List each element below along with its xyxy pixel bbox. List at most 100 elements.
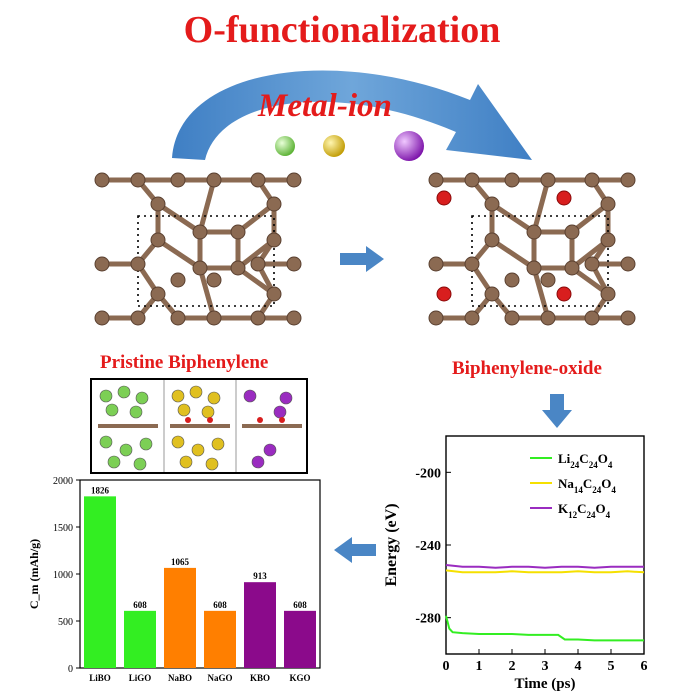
ion-atom bbox=[171, 435, 185, 449]
y-tick-label: 500 bbox=[58, 617, 73, 628]
bar bbox=[124, 610, 156, 668]
y-tick-label: -200 bbox=[415, 466, 441, 481]
arc-arrow-shape bbox=[172, 70, 532, 160]
carbon-atom bbox=[584, 256, 600, 272]
bar bbox=[84, 496, 116, 668]
ion-spheres bbox=[275, 131, 424, 161]
carbon-atom bbox=[286, 256, 302, 272]
y-tick-label: -240 bbox=[415, 539, 441, 554]
x-axis-label: Time (ps) bbox=[515, 676, 576, 692]
carbon-atom bbox=[130, 310, 146, 326]
y-tick-label: 2000 bbox=[53, 476, 73, 487]
carbon-atom bbox=[464, 310, 480, 326]
bar bbox=[284, 610, 316, 668]
y-tick-label: 0 bbox=[68, 664, 73, 675]
li-ion-sphere bbox=[275, 136, 295, 156]
carbon-atom bbox=[526, 260, 542, 276]
ion-atom bbox=[201, 405, 215, 419]
k-panel bbox=[235, 380, 302, 472]
plot-frame bbox=[445, 435, 645, 655]
series-line bbox=[445, 615, 644, 642]
x-tick-label: NaBO bbox=[168, 673, 192, 683]
carbon-atom bbox=[192, 260, 208, 276]
carbon-atom bbox=[540, 272, 556, 288]
carbon-atom bbox=[230, 260, 246, 276]
carbon-atom bbox=[428, 172, 444, 188]
pristine-biphenylene-structure bbox=[94, 172, 302, 326]
x-tick-label: KBO bbox=[250, 673, 270, 683]
y-axis-label: Energy (eV) bbox=[383, 503, 400, 586]
adsorption-inset bbox=[90, 378, 308, 474]
ion-atom bbox=[171, 389, 185, 403]
c-c-bond bbox=[197, 177, 217, 235]
na-ion-sphere bbox=[323, 135, 345, 157]
carbon-atom bbox=[266, 232, 282, 248]
carbon-atom bbox=[484, 232, 500, 248]
c-c-bond bbox=[235, 201, 277, 235]
y-tick-label: 1000 bbox=[53, 570, 73, 581]
ion-atom bbox=[129, 405, 143, 419]
ion-atom bbox=[135, 391, 149, 405]
carbon-atom bbox=[206, 272, 222, 288]
c-c-bond bbox=[489, 201, 537, 235]
ion-atom bbox=[117, 385, 131, 399]
bar-value-label: 1065 bbox=[171, 557, 190, 567]
c-c-bond bbox=[489, 237, 537, 271]
carbon-atom bbox=[484, 196, 500, 212]
x-tick-label: KGO bbox=[289, 673, 310, 683]
title: O-functionalization bbox=[183, 9, 501, 51]
carbon-atom bbox=[600, 232, 616, 248]
carbon-atom bbox=[504, 310, 520, 326]
bar-value-label: 608 bbox=[133, 600, 147, 610]
y-tick-label: 1500 bbox=[53, 523, 73, 534]
pristine-caption: Pristine Biphenylene bbox=[100, 352, 269, 373]
carbon-atom bbox=[540, 310, 556, 326]
x-tick-label: 0 bbox=[443, 659, 450, 674]
biphenylene-oxide-structure bbox=[428, 172, 636, 326]
y-axis-label: C_m (mAh/g) bbox=[27, 539, 41, 609]
carbon-atom bbox=[584, 172, 600, 188]
carbon-atom bbox=[192, 224, 208, 240]
carbon-atom bbox=[564, 260, 580, 276]
carbon-atom bbox=[94, 172, 110, 188]
carbon-atom bbox=[584, 310, 600, 326]
ion-atom bbox=[99, 389, 113, 403]
x-tick-label: 5 bbox=[608, 659, 615, 674]
oxygen-atom bbox=[556, 190, 572, 206]
x-tick-label: 3 bbox=[542, 659, 549, 674]
li-panel bbox=[98, 385, 158, 471]
ion-atom bbox=[179, 455, 193, 469]
c-c-bond bbox=[155, 237, 203, 271]
c-c-bond bbox=[155, 201, 203, 235]
carbon-atom bbox=[620, 310, 636, 326]
carbon-atom bbox=[130, 172, 146, 188]
carbon-atom bbox=[464, 256, 480, 272]
carbon-atom bbox=[206, 172, 222, 188]
oxygen-atom bbox=[185, 417, 191, 423]
legend-entry: Li24C24O4 bbox=[558, 451, 613, 470]
ion-atom bbox=[191, 443, 205, 457]
unit-cell-outline bbox=[471, 215, 609, 307]
bar-value-label: 1826 bbox=[91, 485, 110, 495]
ion-atom bbox=[139, 437, 153, 451]
carbon-atom bbox=[250, 310, 266, 326]
ion-atom bbox=[263, 443, 277, 457]
bar-value-label: 608 bbox=[293, 600, 307, 610]
down-arrow-icon bbox=[542, 394, 572, 428]
bond-group bbox=[99, 177, 297, 321]
carbon-atom bbox=[286, 172, 302, 188]
ion-atom bbox=[99, 435, 113, 449]
x-tick-label: 4 bbox=[575, 659, 582, 674]
ion-atom bbox=[243, 389, 257, 403]
oxygen-atom bbox=[556, 286, 572, 302]
carbon-atom bbox=[600, 286, 616, 302]
y-tick-label: -280 bbox=[415, 612, 441, 627]
ion-atom bbox=[177, 403, 191, 417]
bar bbox=[244, 582, 276, 668]
ion-atom bbox=[279, 391, 293, 405]
k-ion-sphere bbox=[394, 131, 424, 161]
c-c-bond bbox=[569, 237, 611, 271]
carbon-atom bbox=[286, 310, 302, 326]
energy-line-chart: 0 1 2 3 4 5 6 -280 -240 -200 Time (ps) Energy (eV) L… bbox=[383, 435, 648, 692]
